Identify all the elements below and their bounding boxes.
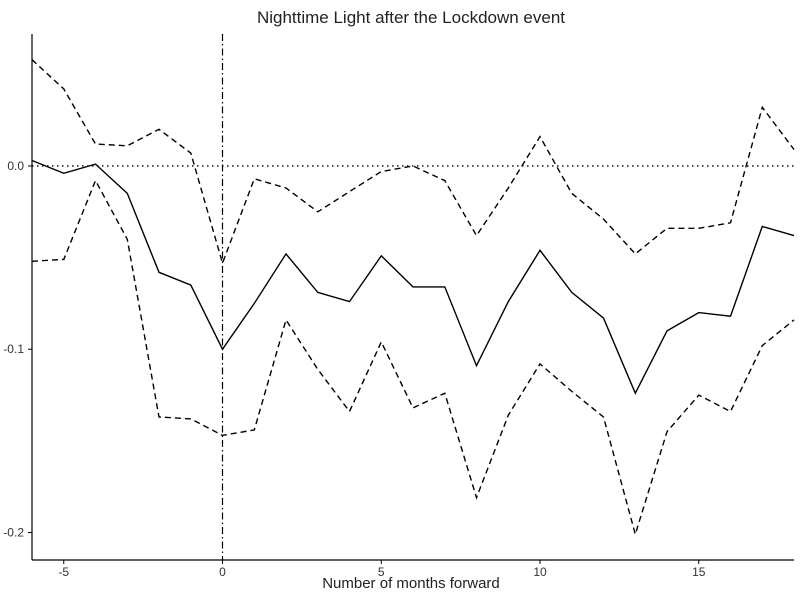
estimate-line [31,159,795,395]
x-tick-label: 5 [378,565,385,579]
x-tick-label: 10 [533,565,547,579]
y-tick-label: -0.1 [3,342,24,356]
x-tick-label: 15 [692,565,706,579]
x-tick-label: -5 [58,565,69,579]
y-tick-label: 0.0 [7,159,24,173]
y-axis-ticks: 0.0 -0.1 -0.2 [3,159,32,540]
upper-bound-line [31,59,795,266]
reference-lines [32,34,794,560]
y-tick-label: -0.2 [3,526,24,540]
x-tick-label: 0 [219,565,226,579]
x-axis-label: Number of months forward [322,575,500,592]
x-axis-ticks: -5 0 5 10 15 [58,560,706,579]
chart-title: Nighttime Light after the Lockdown event [257,8,565,27]
lower-bound-line [31,178,795,537]
series-group [31,59,795,537]
